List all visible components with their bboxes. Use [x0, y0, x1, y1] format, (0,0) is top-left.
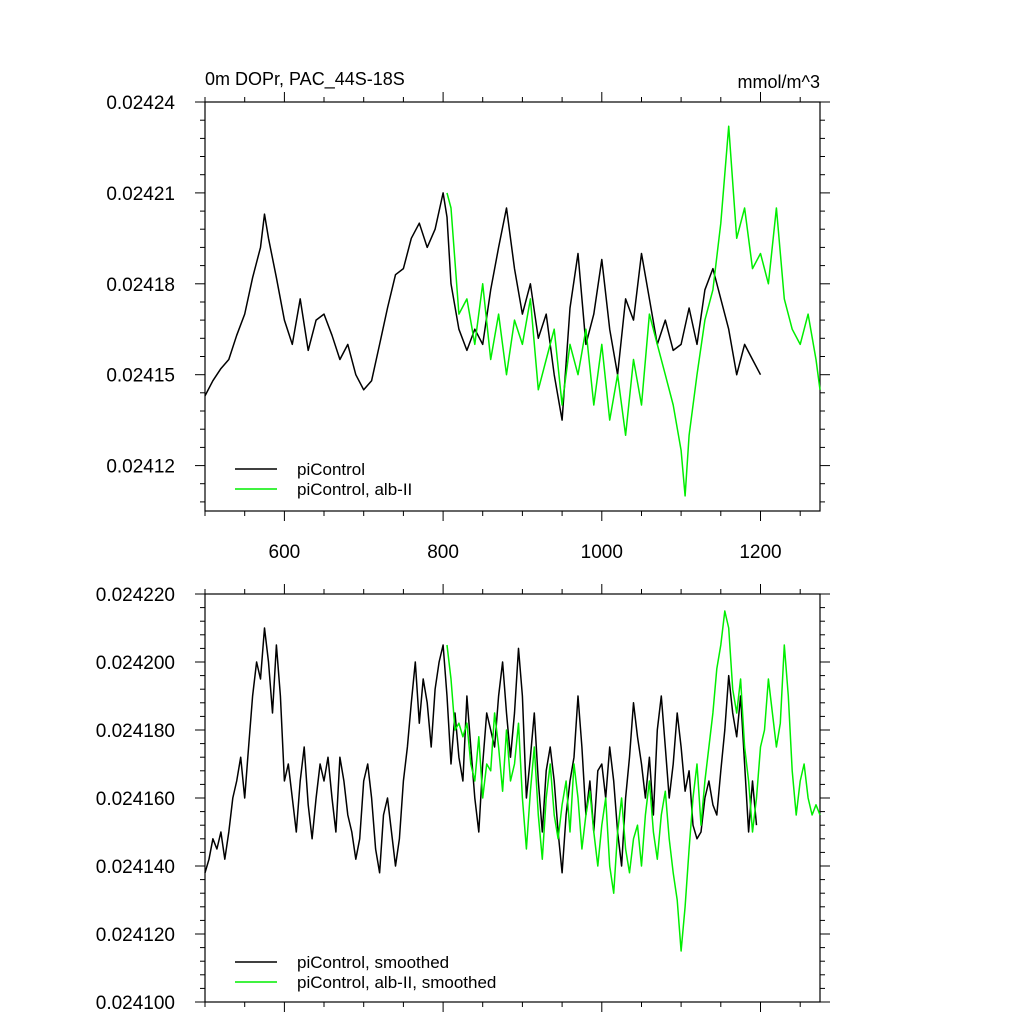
y-tick-label: 0.024220 — [96, 585, 175, 606]
data-lines — [204, 610, 821, 952]
y-tick-label: 0.024100 — [96, 993, 175, 1014]
axis-ticks — [195, 92, 830, 521]
x-tick-label: 800 — [427, 542, 459, 563]
y-tick-label: 0.02424 — [106, 93, 175, 114]
plot-frame — [204, 593, 821, 1003]
y-tick-label: 0.02418 — [106, 275, 175, 296]
bottom-panel: 0.024100 0.024120 0.024140 0.024160 0.024180… — [96, 584, 830, 1014]
x-tick-label: 1000 — [581, 542, 623, 563]
series-line-picontrol-alb-ii — [446, 125, 821, 497]
y-tick-label: 0.024180 — [96, 721, 175, 742]
legend: piControl, smoothed piControl, alb-II, s… — [235, 953, 496, 992]
series-line-picontrol — [204, 192, 762, 421]
series-line-picontrol-smoothed — [204, 627, 758, 874]
top-panel: 0m DOPr, PAC_44S-18S mmol/m^3 0.024120.0… — [106, 69, 830, 563]
data-lines — [204, 125, 821, 497]
x-tick-label: 1200 — [739, 542, 781, 563]
chart-title: 0m DOPr, PAC_44S-18S — [205, 69, 405, 90]
legend-label-picontrol-smoothed: piControl, smoothed — [297, 953, 449, 972]
plot-frame — [204, 101, 821, 512]
y-tick-label: 0.02415 — [106, 366, 175, 387]
y-tick-label: 0.024160 — [96, 789, 175, 810]
x-axis-labels: 600 800 1000 1200 — [269, 542, 782, 563]
units-label: mmol/m^3 — [738, 72, 820, 92]
y-axis-labels: 0.02412 0.02415 0.02418 0.02421 0.02424 — [106, 93, 175, 478]
legend: piControl piControl, alb-II — [235, 460, 412, 499]
y-tick-label: 0.024140 — [96, 857, 175, 878]
legend-label-alb-ii-smoothed: piControl, alb-II, smoothed — [297, 973, 496, 992]
x-tick-label: 600 — [269, 542, 301, 563]
series-line-picontrol-alb-ii-smoothed — [446, 610, 821, 952]
y-tick-label: 0.02412 — [106, 457, 175, 478]
y-axis-labels: 0.024100 0.024120 0.024140 0.024160 0.024180… — [96, 585, 175, 1014]
y-tick-label: 0.02421 — [106, 184, 175, 205]
y-tick-label: 0.024120 — [96, 925, 175, 946]
legend-label-picontrol: piControl — [297, 460, 365, 479]
legend-label-alb-ii: piControl, alb-II — [297, 480, 412, 499]
y-tick-label: 0.024200 — [96, 653, 175, 674]
axis-ticks — [195, 584, 830, 1012]
